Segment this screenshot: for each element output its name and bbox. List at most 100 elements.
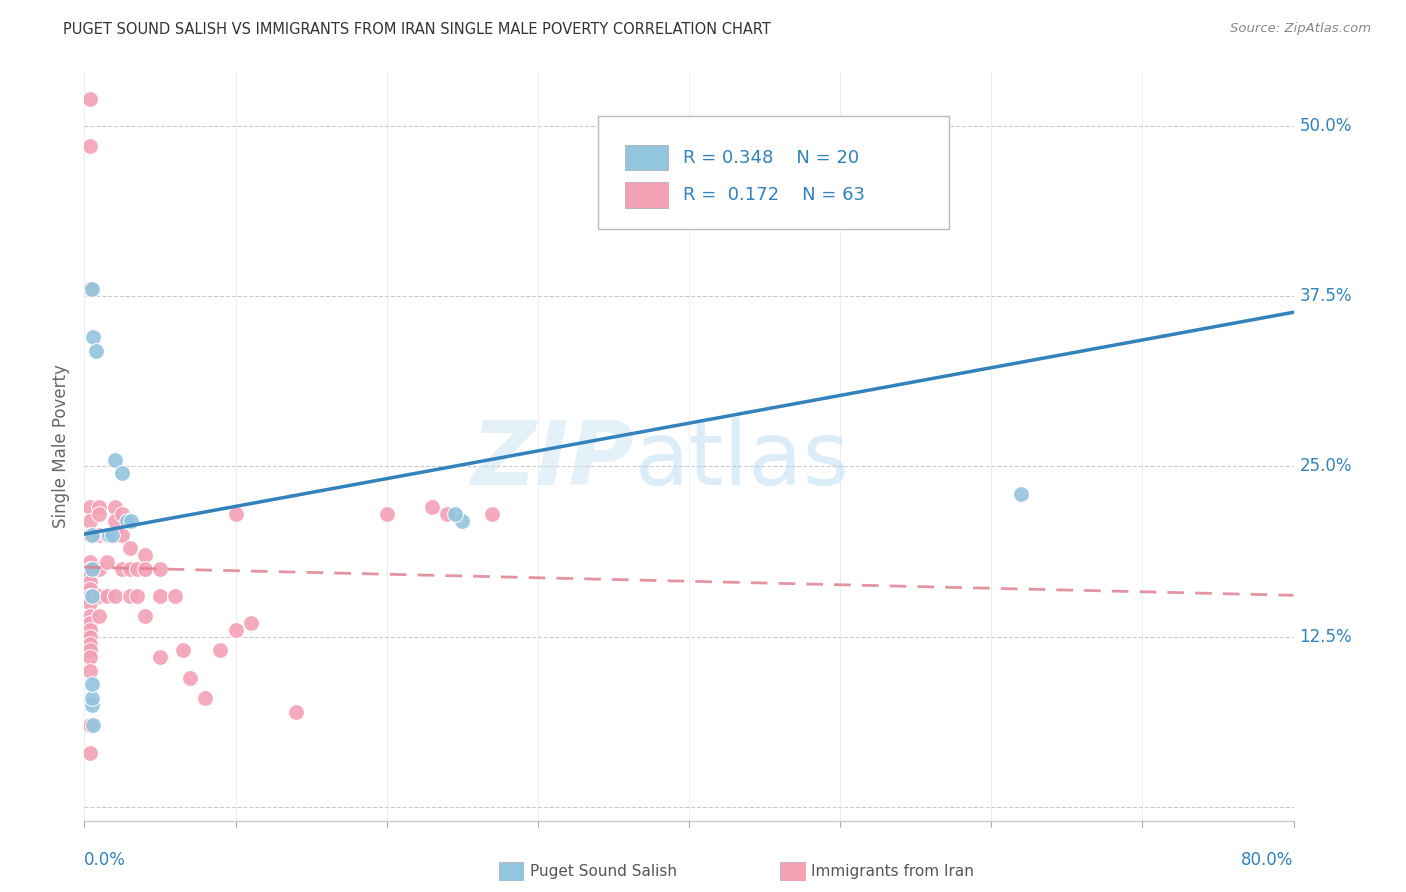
Point (79, 514, 101, 528)
Point (100, 527, 122, 541)
Point (115, 514, 138, 528)
Point (104, 500, 127, 515)
Point (79, 92, 101, 106)
Point (194, 691, 217, 706)
Point (375, 507, 398, 521)
Point (104, 527, 127, 541)
Point (80, 589, 103, 603)
Point (451, 514, 474, 528)
Point (79, 568, 101, 582)
Point (104, 514, 127, 528)
FancyBboxPatch shape (599, 116, 949, 228)
Text: 80.0%: 80.0% (1241, 851, 1294, 869)
Point (79, 139, 101, 153)
Point (225, 623, 247, 637)
Text: R = 0.348    N = 20: R = 0.348 N = 20 (683, 149, 859, 167)
Point (209, 643, 232, 657)
Point (149, 650, 172, 665)
Point (127, 589, 149, 603)
Text: 37.5%: 37.5% (1299, 287, 1353, 305)
Point (436, 507, 458, 521)
Point (149, 589, 172, 603)
Point (80, 698, 103, 712)
Point (97, 527, 120, 541)
Point (481, 507, 503, 521)
Point (89, 507, 111, 521)
Point (149, 561, 172, 575)
Point (86, 343, 108, 358)
Point (420, 500, 443, 515)
Point (134, 561, 156, 575)
Text: Source: ZipAtlas.com: Source: ZipAtlas.com (1230, 22, 1371, 36)
Point (225, 507, 247, 521)
Point (79, 616, 101, 631)
Text: 50.0%: 50.0% (1299, 117, 1353, 135)
Point (80, 561, 103, 575)
Text: ZIP: ZIP (472, 417, 634, 505)
Point (111, 507, 134, 521)
Point (89, 500, 111, 515)
Point (134, 548, 156, 562)
FancyBboxPatch shape (624, 145, 668, 170)
Text: 0.0%: 0.0% (84, 851, 127, 869)
Point (79, 718, 101, 732)
Point (104, 589, 127, 603)
Point (80, 527, 103, 541)
Text: Immigrants from Iran: Immigrants from Iran (811, 864, 974, 879)
Point (79, 527, 101, 541)
Point (79, 282, 101, 296)
Point (79, 636, 101, 650)
Point (118, 589, 141, 603)
Point (163, 589, 186, 603)
Point (120, 514, 142, 528)
Point (79, 746, 101, 760)
Point (1010, 486, 1032, 500)
Point (89, 527, 111, 541)
Point (79, 664, 101, 678)
Point (96, 589, 118, 603)
Point (79, 589, 101, 603)
Point (79, 630, 101, 644)
Point (239, 616, 262, 631)
Text: 25.0%: 25.0% (1299, 458, 1353, 475)
Point (80, 677, 103, 691)
Point (89, 561, 111, 575)
Text: atlas: atlas (634, 417, 849, 505)
Point (134, 609, 156, 624)
Text: Puget Sound Salish: Puget Sound Salish (530, 864, 678, 879)
Point (96, 555, 118, 569)
Point (79, 561, 101, 575)
Point (79, 609, 101, 624)
Point (443, 507, 465, 521)
Point (79, 596, 101, 610)
Text: 12.5%: 12.5% (1299, 628, 1353, 646)
Point (104, 452, 127, 467)
Y-axis label: Single Male Poverty: Single Male Poverty (52, 364, 70, 528)
Point (79, 500, 101, 515)
Point (89, 609, 111, 624)
Point (82, 718, 104, 732)
Point (80, 282, 103, 296)
Point (111, 561, 134, 575)
Point (96, 527, 118, 541)
Point (172, 643, 194, 657)
Point (127, 561, 149, 575)
Point (89, 589, 111, 603)
Point (284, 705, 308, 719)
Point (111, 527, 134, 541)
Point (118, 541, 141, 556)
Point (647, 146, 671, 161)
Point (80, 691, 103, 706)
Point (79, 643, 101, 657)
Text: R =  0.172    N = 63: R = 0.172 N = 63 (683, 186, 865, 204)
Text: PUGET SOUND SALISH VS IMMIGRANTS FROM IRAN SINGLE MALE POVERTY CORRELATION CHART: PUGET SOUND SALISH VS IMMIGRANTS FROM IR… (63, 22, 770, 37)
Point (79, 575, 101, 590)
Point (82, 330, 104, 344)
Point (79, 623, 101, 637)
Point (79, 650, 101, 665)
Point (79, 555, 101, 569)
Point (118, 561, 141, 575)
Point (179, 671, 201, 685)
FancyBboxPatch shape (624, 182, 668, 208)
Point (79, 582, 101, 596)
